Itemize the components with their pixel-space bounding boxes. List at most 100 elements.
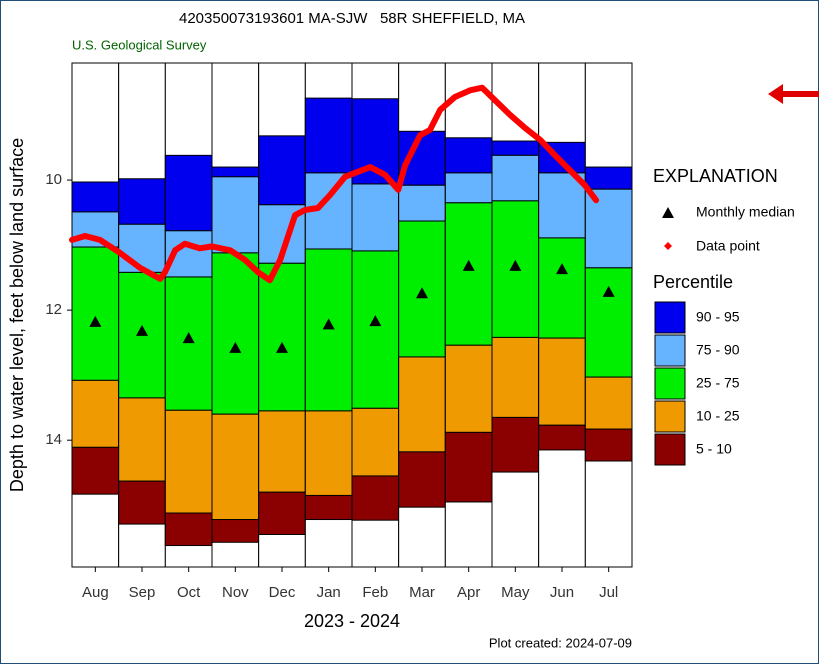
percentile-band: [444, 137, 493, 174]
percentile-band: [71, 181, 120, 213]
percentile-band: [398, 184, 446, 222]
percentile-band: [71, 446, 120, 495]
percentile-band: [538, 337, 586, 426]
x-axis-label: 2023 - 2024: [304, 611, 400, 631]
plot-frame: [71, 62, 633, 568]
x-tick-label: Mar: [409, 584, 435, 601]
percentile-band: [164, 276, 213, 411]
percentile-band: [584, 166, 633, 190]
median-marker: [229, 341, 242, 353]
percentile-band: [211, 519, 260, 543]
percentile-title: Percentile: [653, 272, 733, 292]
percentile-band: [351, 183, 400, 252]
percentile-band: [211, 176, 260, 254]
percentile-band: [118, 223, 166, 273]
median-marker: [136, 324, 148, 336]
legend-label: 10 - 25: [696, 408, 740, 424]
percentile-band: [538, 424, 586, 451]
percentile-band: [584, 428, 633, 462]
percentile-band: [304, 410, 353, 496]
legend-swatch: [654, 400, 686, 433]
y-tick-label: 14: [45, 431, 62, 448]
legend-swatch: [654, 301, 686, 334]
x-tick-label: Dec: [269, 584, 296, 601]
arrow-icon: [768, 84, 819, 104]
x-tick-label: Nov: [222, 584, 249, 601]
median-marker: [369, 315, 382, 327]
x-tick-label: Apr: [457, 584, 480, 601]
percentile-band: [71, 211, 120, 248]
percentile-band: [584, 188, 633, 269]
percentile-band: [351, 407, 400, 477]
source: U.S. Geological Survey: [72, 37, 207, 52]
median-marker: [89, 315, 102, 327]
percentile-band: [258, 410, 306, 493]
percentile-band: [304, 97, 353, 174]
percentile-band: [304, 494, 353, 521]
median-marker: [276, 341, 288, 353]
percentile-band: [71, 246, 120, 381]
percentile-band: [211, 166, 260, 178]
legend-label: 75 - 90: [696, 342, 740, 358]
percentile-band: [258, 135, 306, 206]
percentile-band: [118, 178, 166, 225]
median-marker: [182, 332, 195, 344]
legend-label: 5 - 10: [696, 441, 732, 457]
legend-point-marker: [664, 242, 672, 250]
legend-swatch: [654, 367, 686, 400]
percentile-band: [351, 250, 400, 409]
percentile-band: [351, 475, 400, 521]
x-tick-label: Jul: [599, 584, 618, 601]
percentile-band: [211, 413, 260, 521]
x-tick-label: Sep: [129, 584, 156, 601]
y-axis-label: Depth to water level, feet below land su…: [7, 138, 27, 492]
percentile-band: [164, 154, 213, 232]
legend-swatch: [654, 334, 686, 367]
legend-median-marker: [662, 207, 674, 218]
median-marker: [416, 287, 428, 299]
x-tick-label: Oct: [177, 584, 201, 601]
x-tick-label: Jan: [317, 584, 341, 601]
legend-label: 90 - 95: [696, 309, 740, 325]
percentile-band: [444, 172, 493, 204]
legend-label: Monthly median: [696, 204, 795, 220]
legend-title: EXPLANATION: [653, 166, 778, 186]
percentile-band: [118, 397, 166, 482]
legend-label: Data point: [696, 238, 760, 254]
percentile-band: [491, 336, 540, 418]
legend-label: 25 - 75: [696, 375, 740, 391]
x-tick-label: Feb: [362, 584, 388, 601]
percentile-band: [444, 344, 493, 433]
data-line: [69, 84, 600, 284]
note: Plot created: 2024-07-09: [489, 635, 632, 650]
median-marker: [509, 259, 522, 271]
percentile-band: [444, 202, 493, 346]
y-tick-label: 10: [45, 171, 62, 188]
percentile-band: [491, 140, 540, 156]
median-marker: [322, 318, 335, 330]
chart-title: 420350073193601 MA-SJW 58R SHEFFIELD, MA: [179, 10, 525, 27]
percentile-band: [398, 451, 446, 508]
percentile-band: [258, 491, 306, 535]
percentile-band: [491, 154, 540, 202]
percentile-band: [164, 409, 213, 514]
percentile-band: [538, 237, 586, 339]
median-marker: [462, 259, 475, 271]
median-marker: [556, 263, 568, 275]
x-tick-label: May: [501, 584, 530, 601]
percentile-band: [164, 512, 213, 547]
percentile-band: [71, 379, 120, 448]
percentile-band: [584, 267, 633, 378]
percentile-band: [118, 480, 166, 525]
y-tick-label: 12: [45, 301, 62, 318]
percentile-band: [258, 262, 306, 412]
median-marker: [602, 285, 615, 297]
legend-swatch: [654, 433, 686, 466]
percentile-band: [444, 431, 493, 503]
x-tick-label: Jun: [550, 584, 574, 601]
percentile-band: [491, 416, 540, 473]
x-tick-label: Aug: [82, 584, 109, 601]
percentile-band: [304, 248, 353, 412]
